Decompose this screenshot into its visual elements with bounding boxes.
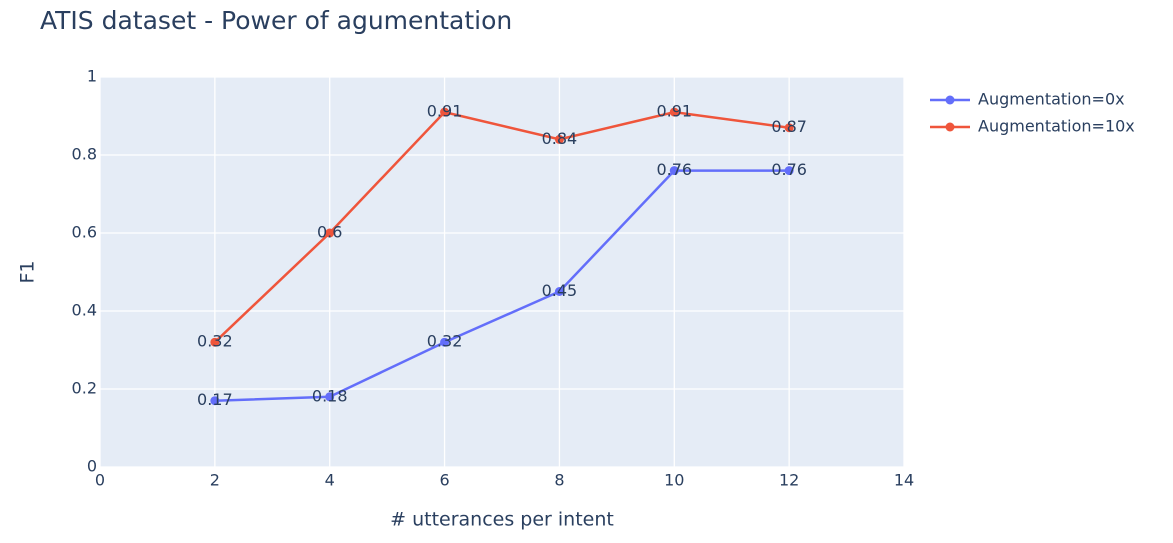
- y-tick-label: 0.6: [72, 223, 97, 242]
- data-label: 0.84: [542, 129, 578, 148]
- data-label: 0.91: [656, 102, 692, 121]
- plot-area: [100, 77, 904, 467]
- data-label: 0.76: [656, 160, 692, 179]
- marker: [210, 396, 220, 406]
- x-tick-label: 2: [210, 471, 220, 490]
- data-label: 0.45: [542, 281, 578, 300]
- marker: [325, 392, 335, 402]
- marker: [440, 107, 450, 117]
- data-label: 0.76: [771, 160, 807, 179]
- y-tick-label: 1: [87, 67, 97, 86]
- y-tick-label: 0.8: [72, 145, 97, 164]
- marker: [669, 166, 679, 176]
- series-line: [214, 169, 790, 402]
- legend-marker: [945, 95, 955, 105]
- series-line: [213, 110, 790, 344]
- marker: [210, 337, 220, 347]
- x-tick-label: 4: [325, 471, 335, 490]
- marker: [325, 228, 335, 238]
- data-label: 0.17: [197, 390, 233, 409]
- marker: [554, 134, 564, 144]
- y-tick-label: 0.4: [72, 301, 97, 320]
- x-tick-label: 0: [95, 471, 105, 490]
- data-label: 0.32: [197, 332, 233, 351]
- data-label: 0.18: [312, 386, 348, 405]
- data-label: 0.87: [771, 117, 807, 136]
- x-tick-label: 14: [894, 471, 914, 490]
- marker: [669, 107, 679, 117]
- x-axis-title: # utterances per intent: [390, 509, 614, 531]
- x-tick-label: 10: [664, 471, 684, 490]
- x-tick-label: 12: [779, 471, 799, 490]
- y-axis-title: F1: [17, 260, 39, 283]
- chart-title: ATIS dataset - Power of agumentation: [40, 6, 512, 35]
- marker: [554, 287, 564, 296]
- x-tick-label: 8: [554, 471, 564, 490]
- legend-label: Augmentation=0x: [978, 90, 1125, 109]
- data-label: 0.32: [427, 332, 463, 351]
- x-tick-label: 6: [439, 471, 449, 490]
- marker: [784, 166, 794, 176]
- marker: [784, 123, 794, 133]
- legend-marker: [945, 122, 955, 132]
- data-label: 0.6: [317, 223, 342, 242]
- data-label: 0.91: [427, 102, 463, 121]
- y-tick-label: 0: [87, 457, 97, 476]
- marker: [440, 337, 450, 347]
- y-tick-label: 0.2: [72, 379, 97, 398]
- legend-label: Augmentation=10x: [978, 117, 1135, 136]
